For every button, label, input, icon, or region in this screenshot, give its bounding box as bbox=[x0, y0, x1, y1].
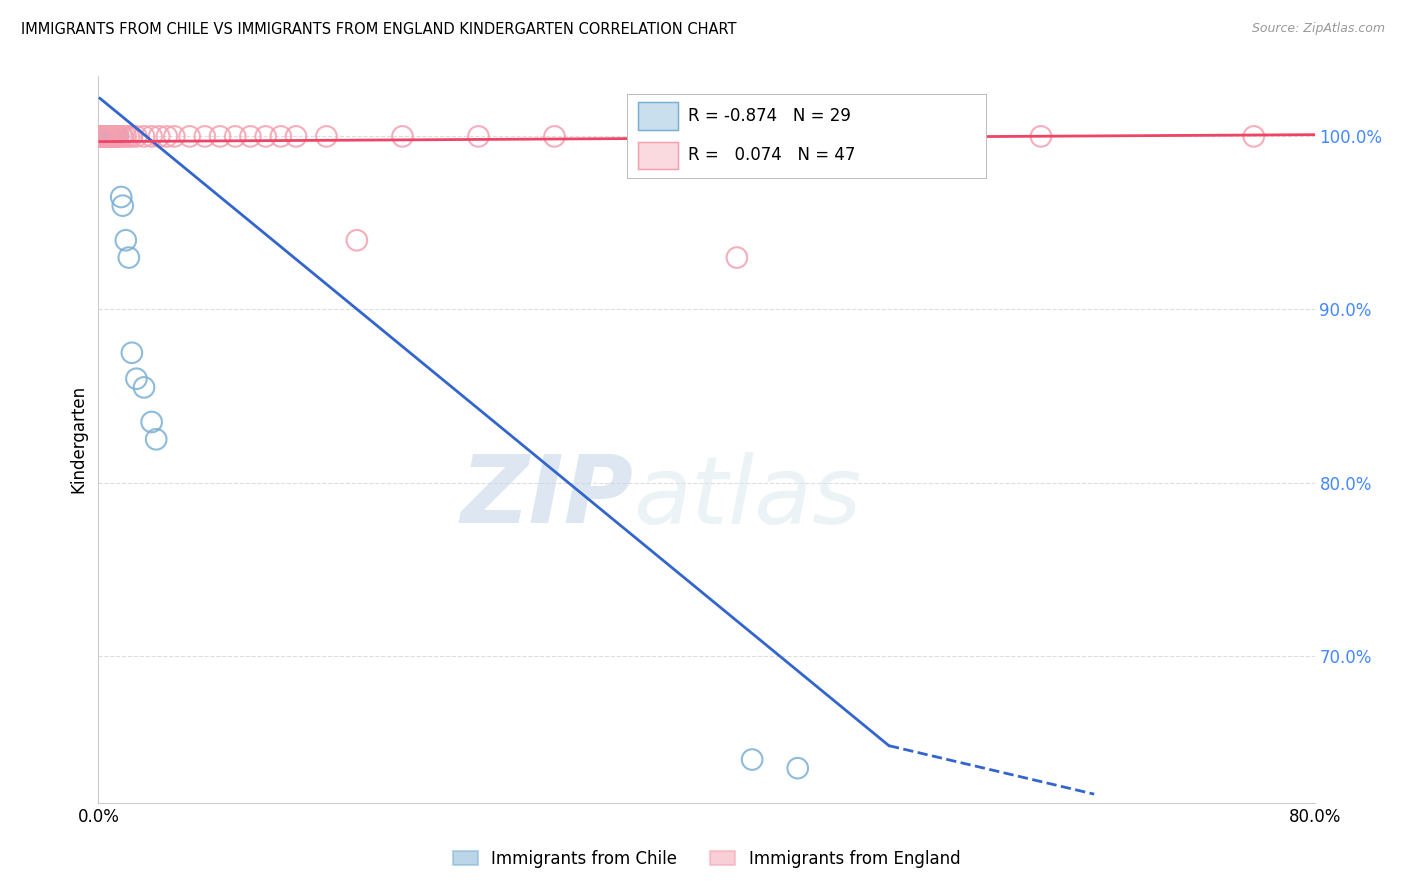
Point bbox=[93, 129, 115, 144]
Point bbox=[132, 380, 155, 394]
Point bbox=[391, 129, 413, 144]
Point bbox=[125, 372, 148, 386]
Point bbox=[114, 129, 136, 144]
Point bbox=[114, 233, 136, 247]
Legend: Immigrants from Chile, Immigrants from England: Immigrants from Chile, Immigrants from E… bbox=[446, 843, 967, 874]
Point bbox=[346, 233, 368, 247]
Text: IMMIGRANTS FROM CHILE VS IMMIGRANTS FROM ENGLAND KINDERGARTEN CORRELATION CHART: IMMIGRANTS FROM CHILE VS IMMIGRANTS FROM… bbox=[21, 22, 737, 37]
Point bbox=[270, 129, 292, 144]
Point bbox=[239, 129, 262, 144]
Point bbox=[121, 129, 143, 144]
Point bbox=[101, 129, 124, 144]
Point bbox=[94, 129, 117, 144]
Point bbox=[100, 129, 122, 144]
Point bbox=[121, 345, 143, 359]
Point bbox=[110, 129, 132, 144]
Point bbox=[285, 129, 308, 144]
Point bbox=[111, 129, 134, 144]
Text: atlas: atlas bbox=[634, 452, 862, 543]
Point bbox=[89, 129, 111, 144]
Point bbox=[100, 129, 122, 144]
Text: ZIP: ZIP bbox=[461, 451, 634, 543]
Point bbox=[105, 129, 128, 144]
Point bbox=[148, 129, 170, 144]
Point bbox=[132, 129, 155, 144]
Point bbox=[89, 129, 111, 144]
Point bbox=[110, 190, 132, 204]
Point bbox=[101, 129, 124, 144]
Point bbox=[107, 129, 129, 144]
Point bbox=[91, 129, 114, 144]
Point bbox=[96, 129, 118, 144]
Point bbox=[98, 129, 121, 144]
Point bbox=[156, 129, 179, 144]
Point bbox=[163, 129, 186, 144]
Point bbox=[90, 129, 112, 144]
Point bbox=[209, 129, 232, 144]
Point bbox=[862, 129, 884, 144]
Point bbox=[254, 129, 277, 144]
Point bbox=[93, 129, 115, 144]
Point bbox=[91, 129, 114, 144]
Point bbox=[96, 129, 118, 144]
Point bbox=[224, 129, 246, 144]
Point bbox=[104, 129, 127, 144]
Point bbox=[315, 129, 337, 144]
Point bbox=[98, 129, 121, 144]
Point bbox=[118, 129, 141, 144]
Point bbox=[93, 129, 115, 144]
Point bbox=[125, 129, 148, 144]
Point bbox=[467, 129, 489, 144]
Point bbox=[145, 433, 167, 447]
Point bbox=[93, 129, 115, 144]
Point bbox=[111, 199, 134, 213]
Point bbox=[94, 129, 117, 144]
Point bbox=[91, 129, 114, 144]
Point bbox=[96, 129, 118, 144]
Point bbox=[1243, 129, 1265, 144]
Point bbox=[105, 129, 128, 144]
Point bbox=[118, 251, 141, 265]
Point bbox=[543, 129, 565, 144]
Point bbox=[103, 129, 125, 144]
Point bbox=[141, 415, 163, 429]
Point bbox=[104, 129, 127, 144]
Point bbox=[90, 129, 112, 144]
Point bbox=[194, 129, 217, 144]
Point bbox=[103, 129, 125, 144]
Text: Source: ZipAtlas.com: Source: ZipAtlas.com bbox=[1251, 22, 1385, 36]
Point bbox=[179, 129, 201, 144]
Point bbox=[94, 129, 117, 144]
Point bbox=[741, 752, 763, 766]
Point bbox=[91, 129, 114, 144]
Point bbox=[96, 129, 118, 144]
Y-axis label: Kindergarten: Kindergarten bbox=[69, 385, 87, 493]
Point bbox=[786, 761, 808, 775]
Point bbox=[89, 129, 111, 144]
Point bbox=[90, 129, 112, 144]
Point bbox=[1029, 129, 1052, 144]
Point bbox=[94, 129, 117, 144]
Point bbox=[141, 129, 163, 144]
Point bbox=[90, 129, 112, 144]
Point bbox=[725, 251, 748, 265]
Point bbox=[107, 129, 129, 144]
